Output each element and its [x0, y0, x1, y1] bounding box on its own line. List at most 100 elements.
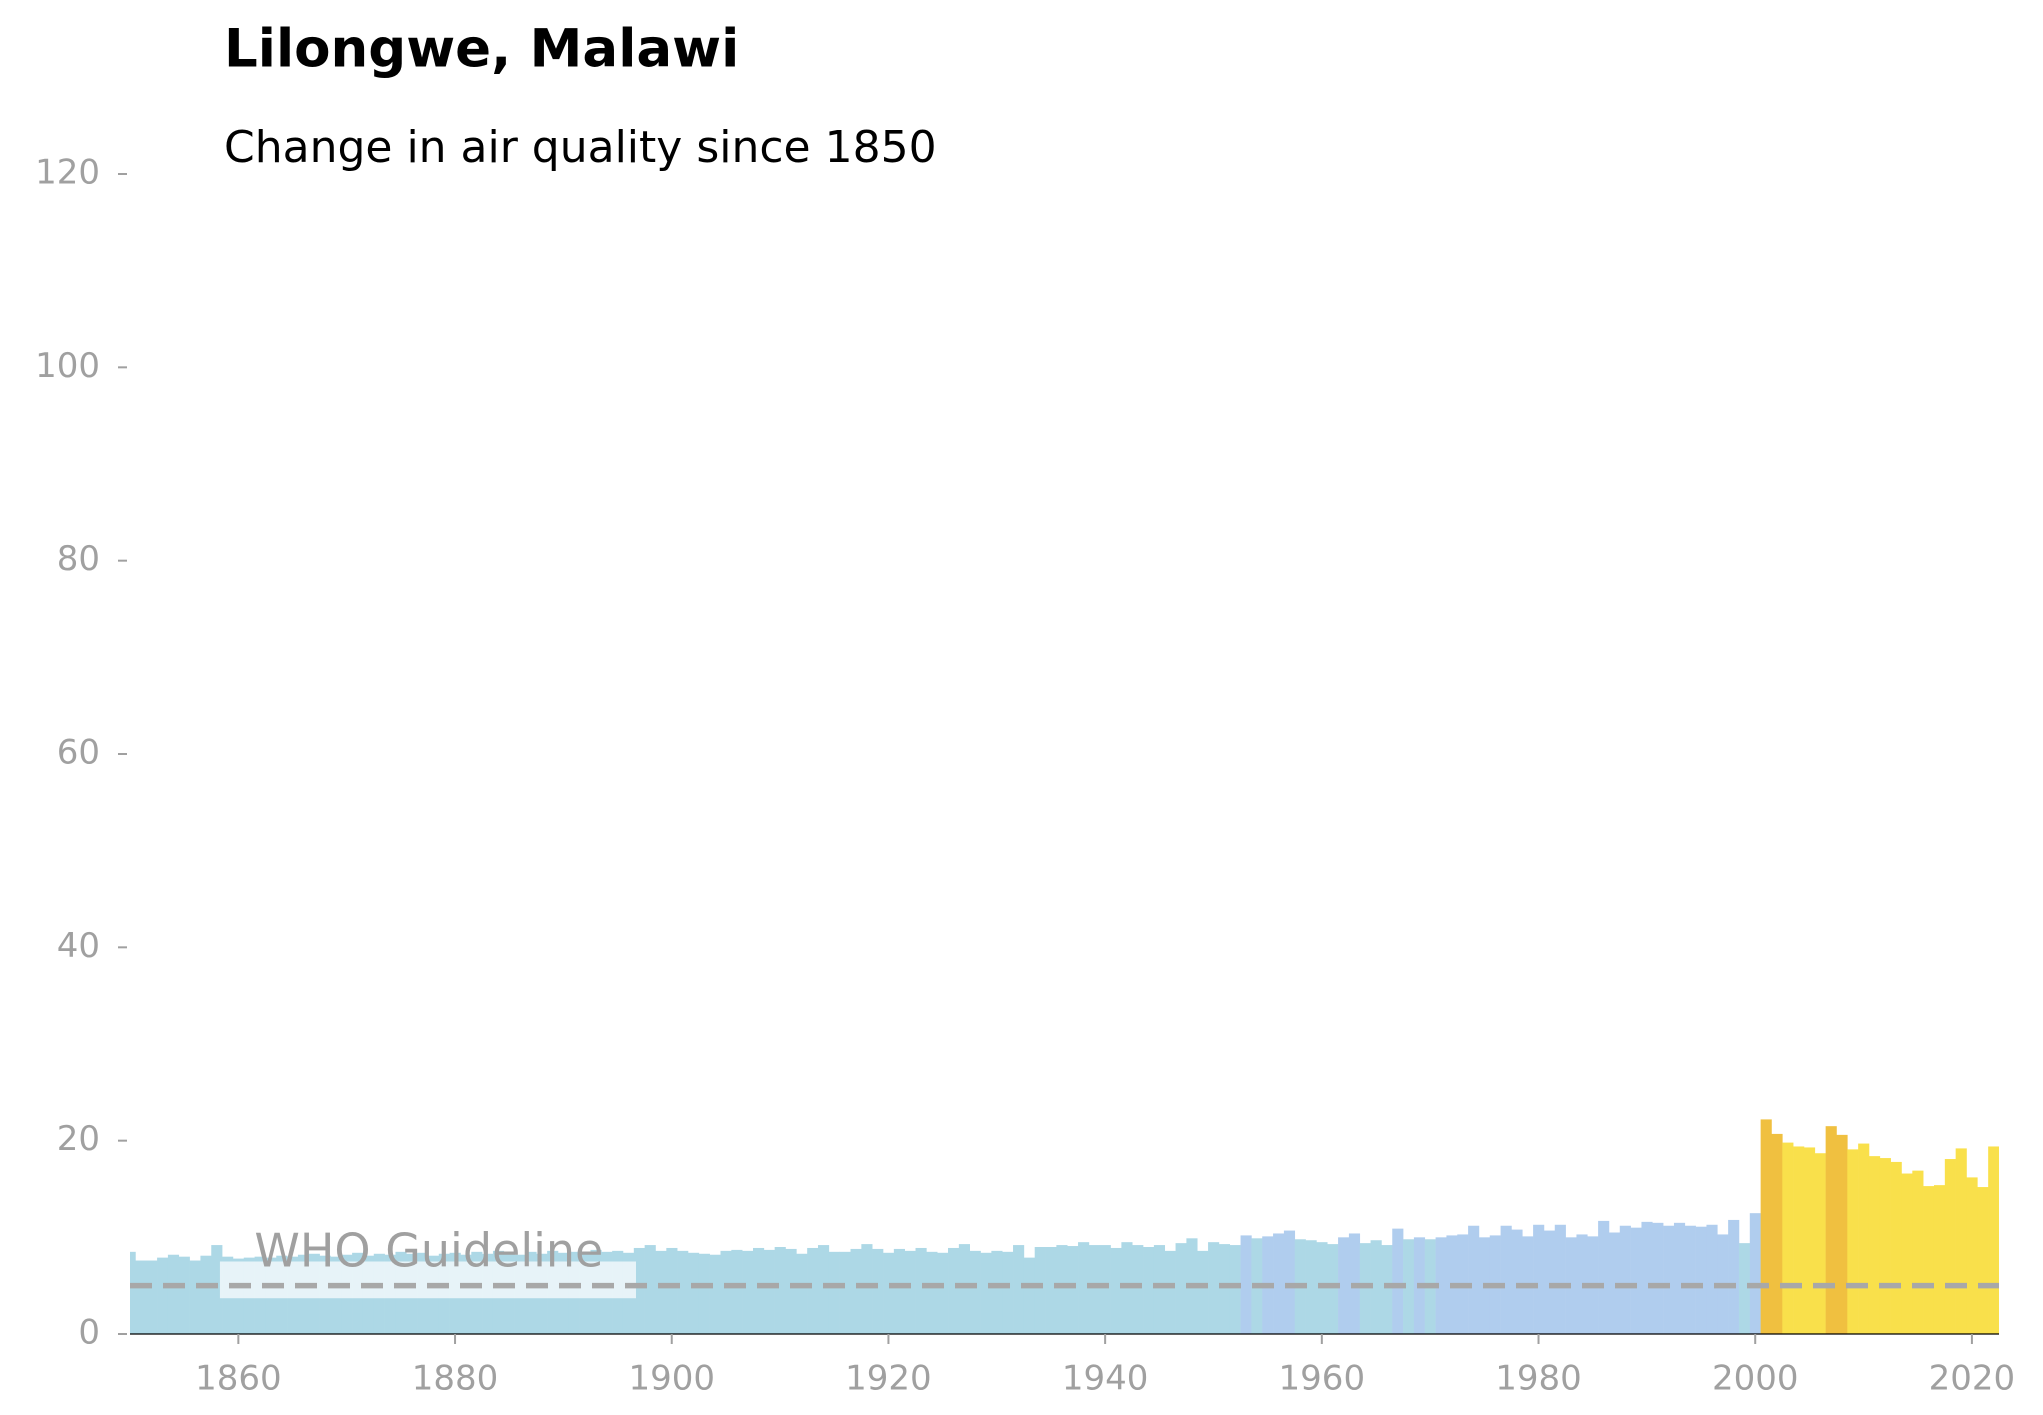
bar [1078, 1242, 1090, 1334]
bar [1132, 1245, 1144, 1334]
bar [1013, 1245, 1025, 1334]
bar [167, 1254, 180, 1334]
bar [1208, 1242, 1220, 1334]
x-tick-label: 2000 [1712, 1359, 1799, 1399]
x-tick-label: 1860 [195, 1359, 282, 1399]
y-tick-label: 100 [35, 346, 100, 386]
bar [785, 1248, 797, 1334]
bar [731, 1249, 743, 1334]
bar [1370, 1240, 1382, 1334]
bar [709, 1254, 721, 1334]
y-tick-label: 40 [57, 926, 100, 966]
bar [915, 1247, 927, 1334]
bar [687, 1252, 700, 1334]
bar [1002, 1251, 1014, 1334]
bar [1143, 1247, 1155, 1334]
bar [796, 1253, 808, 1334]
bar [1782, 1142, 1794, 1334]
bar [926, 1251, 938, 1334]
bar [1554, 1224, 1566, 1334]
bar [1608, 1232, 1621, 1334]
bar [1511, 1229, 1523, 1334]
bar [157, 1257, 169, 1334]
x-tick-label: 1960 [1279, 1359, 1366, 1399]
bar [1468, 1225, 1480, 1334]
x-tick-label: 1880 [412, 1359, 499, 1399]
bar [1738, 1243, 1751, 1334]
bar [1240, 1235, 1252, 1334]
bar [655, 1250, 667, 1334]
bar [1695, 1226, 1707, 1334]
bar [839, 1251, 851, 1334]
bar [1392, 1228, 1404, 1334]
bar [1088, 1245, 1101, 1334]
bar [1630, 1227, 1642, 1334]
bar [1619, 1225, 1631, 1334]
bar [1977, 1187, 1989, 1334]
chart-subtitle: Change in air quality since 1850 [224, 122, 937, 173]
bar [1652, 1222, 1664, 1334]
x-tick-label: 2020 [1929, 1359, 2016, 1399]
bar [948, 1247, 960, 1334]
bar [1879, 1158, 1891, 1334]
bar [1663, 1225, 1675, 1334]
overlay: WHO Guideline 0 20 40 60 80 100 120 1860 1880 1900… [35, 153, 2015, 1399]
bar [991, 1250, 1003, 1334]
bar [1034, 1247, 1046, 1334]
bar [1381, 1245, 1393, 1334]
bar [1728, 1219, 1740, 1334]
bar [1338, 1237, 1350, 1334]
bar [1110, 1247, 1122, 1334]
bar [1966, 1177, 1978, 1334]
bar [1825, 1126, 1837, 1334]
bar [850, 1248, 862, 1334]
bar [1283, 1230, 1296, 1334]
bar [807, 1247, 819, 1334]
bar [1868, 1156, 1881, 1334]
chart-title: Lilongwe, Malawi [224, 19, 739, 80]
bar [742, 1250, 754, 1334]
bar [1565, 1237, 1577, 1334]
bar [1045, 1247, 1057, 1334]
bar [904, 1250, 916, 1334]
bar [1944, 1159, 1956, 1334]
bar [1305, 1240, 1317, 1334]
bar [1153, 1245, 1166, 1334]
bar [861, 1244, 873, 1334]
bar [1673, 1222, 1686, 1334]
bar [135, 1260, 147, 1334]
bar [1901, 1173, 1913, 1334]
x-tick-label: 1940 [1062, 1359, 1149, 1399]
y-tick-label: 120 [35, 153, 100, 193]
bar [130, 1251, 136, 1334]
bar [1543, 1230, 1556, 1334]
bar [1164, 1250, 1176, 1334]
bar [1793, 1146, 1805, 1334]
x-tick-label: 1980 [1495, 1359, 1582, 1399]
bar [753, 1247, 765, 1334]
bar [872, 1248, 884, 1334]
bar [893, 1248, 905, 1334]
bar [200, 1255, 212, 1334]
bar [1533, 1224, 1545, 1334]
bar [1099, 1245, 1111, 1334]
bar [1847, 1149, 1859, 1334]
bar [1218, 1244, 1231, 1334]
bar [883, 1252, 895, 1334]
bar [1923, 1186, 1935, 1334]
bar [1933, 1185, 1946, 1334]
bar [980, 1252, 992, 1334]
bar [178, 1256, 190, 1334]
bar [1641, 1221, 1653, 1334]
bar [1273, 1233, 1285, 1334]
bar [958, 1244, 970, 1334]
bar [1988, 1146, 1999, 1334]
bar [189, 1260, 201, 1334]
bar [1598, 1220, 1610, 1334]
bar [1435, 1237, 1447, 1334]
y-tick-label: 0 [78, 1313, 100, 1353]
x-tick-label: 1900 [628, 1359, 715, 1399]
bar [720, 1250, 732, 1334]
bar [774, 1247, 786, 1334]
